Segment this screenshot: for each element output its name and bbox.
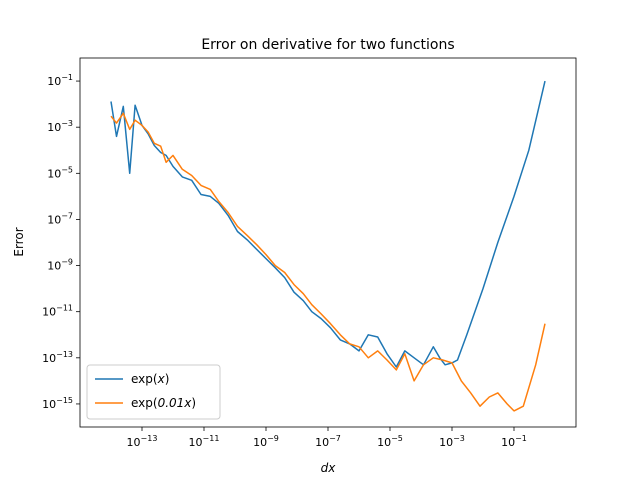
y-tick-label: 10−3 bbox=[47, 119, 73, 134]
x-tick-label: 10−9 bbox=[253, 434, 279, 449]
x-tick-label: 10−1 bbox=[501, 434, 527, 449]
x-tick-label: 10−3 bbox=[439, 434, 465, 449]
legend: exp(x) exp(0.01x) bbox=[86, 364, 221, 420]
series-line-1 bbox=[110, 80, 546, 368]
series-layer bbox=[110, 80, 546, 412]
y-tick-label: 10−7 bbox=[47, 211, 73, 226]
y-axis-ticks: 10−15 10−13 10−11 10−9 10−7 10−5 10−3 10−1 bbox=[42, 73, 80, 411]
x-axis-title: dx bbox=[321, 461, 337, 475]
y-tick-label: 10−9 bbox=[47, 258, 73, 273]
y-tick-label: 10−1 bbox=[47, 73, 73, 88]
legend-label-2: exp(0.01x) bbox=[131, 396, 196, 410]
legend-label-1: exp(x) bbox=[131, 372, 169, 386]
x-tick-label: 10−5 bbox=[377, 434, 403, 449]
y-tick-label: 10−13 bbox=[42, 350, 73, 365]
y-tick-label: 10−11 bbox=[42, 304, 73, 319]
series-line-2 bbox=[110, 112, 546, 412]
y-axis-title: Error bbox=[12, 227, 26, 256]
y-tick-label: 10−5 bbox=[47, 165, 73, 180]
y-tick-label: 10−15 bbox=[42, 396, 73, 411]
x-tick-label: 10−13 bbox=[127, 434, 158, 449]
x-tick-label: 10−7 bbox=[315, 434, 341, 449]
x-axis-ticks: 10−13 10−11 10−9 10−7 10−5 10−3 10−1 bbox=[127, 427, 527, 449]
x-tick-label: 10−11 bbox=[189, 434, 220, 449]
chart-title: Error on derivative for two functions bbox=[201, 37, 454, 53]
